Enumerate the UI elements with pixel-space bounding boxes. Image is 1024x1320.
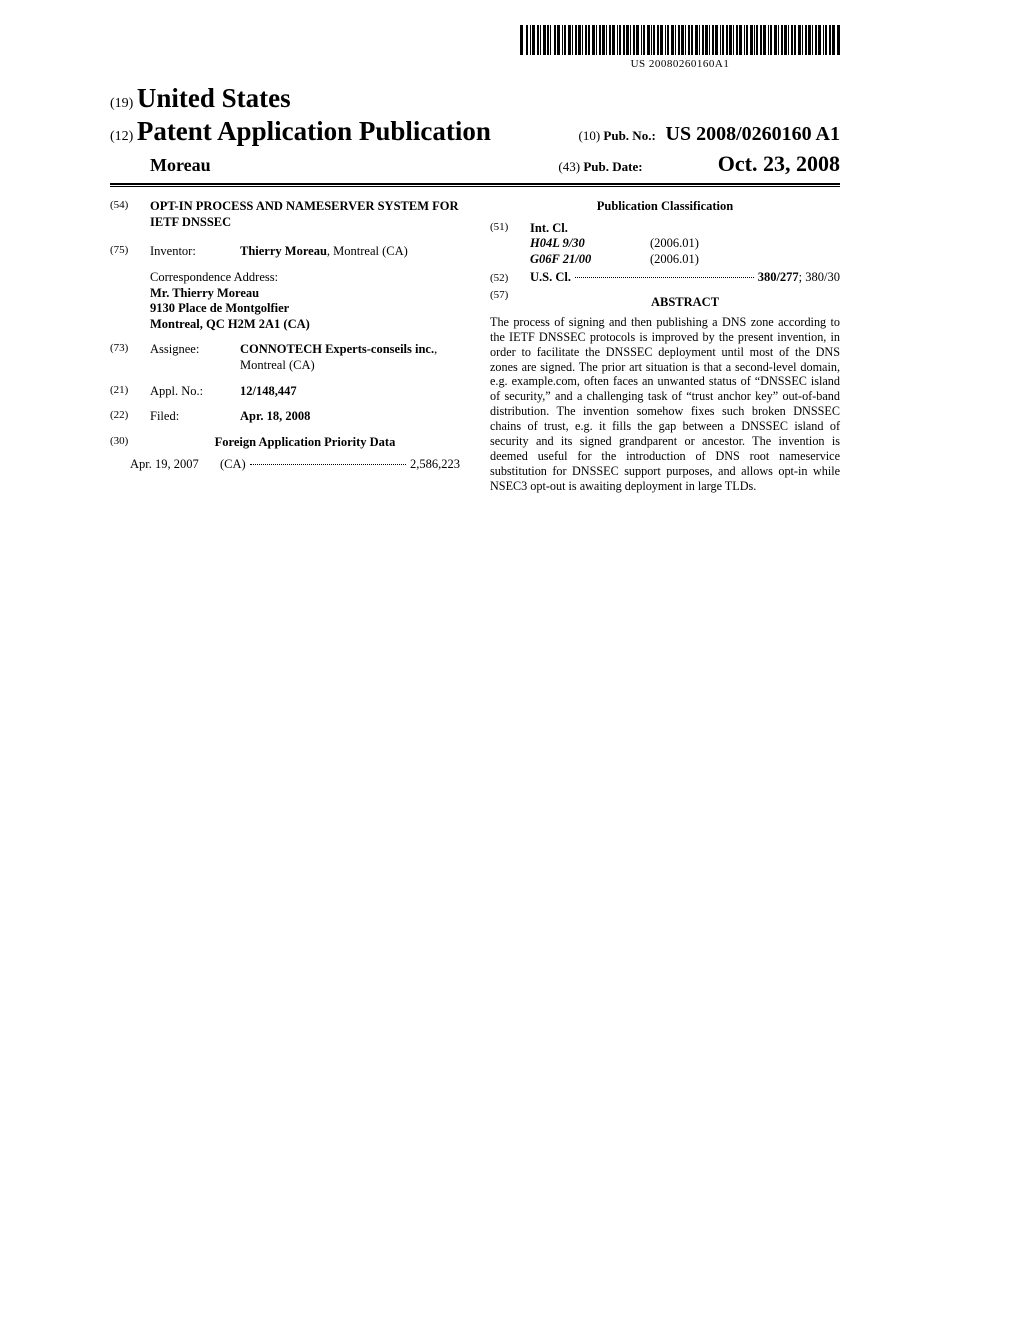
pub-date-label: Pub. Date: <box>583 159 642 174</box>
code-51: (51) <box>490 221 530 268</box>
inventor-field: (75) Inventor: Thierry Moreau, Montreal … <box>110 244 460 260</box>
abstract-heading-row: (57) ABSTRACT <box>490 289 840 315</box>
corr-label: Correspondence Address: <box>150 270 460 286</box>
int-cl-2: G06F 21/00 <box>530 252 650 268</box>
pub-no-line: (10) Pub. No.: US 2008/0260160 A1 <box>578 123 840 146</box>
pub-class-heading: Publication Classification <box>490 199 840 215</box>
corr-street: 9130 Place de Montgolfier <box>150 301 289 315</box>
filed-field: (22) Filed: Apr. 18, 2008 <box>110 409 460 425</box>
filed-label: Filed: <box>150 409 240 425</box>
int-cl-1-ver: (2006.01) <box>650 236 699 252</box>
barcode-icon <box>520 25 840 55</box>
assignee-value: CONNOTECH Experts-conseils inc., Montrea… <box>240 342 460 373</box>
pub-no-label: Pub. No.: <box>603 128 655 143</box>
header-country-line: (19) United States <box>110 83 840 114</box>
foreign-heading: Foreign Application Priority Data <box>215 435 396 449</box>
title-field: (54) OPT-IN PROCESS AND NAMESERVER SYSTE… <box>110 199 460 230</box>
pub-no: US 2008/0260160 A1 <box>666 123 840 145</box>
code-75: (75) <box>110 244 150 260</box>
int-cl-row-1: H04L 9/30 (2006.01) <box>530 236 840 252</box>
foreign-country: (CA) <box>220 457 246 473</box>
us-cl-main: 380/277 <box>758 270 799 286</box>
header: (19) United States (12) Patent Applicati… <box>110 83 840 187</box>
assignee-name: CONNOTECH Experts-conseils inc. <box>240 342 434 356</box>
corr-city: Montreal, QC H2M 2A1 (CA) <box>150 317 310 331</box>
author-line: Moreau <box>150 155 211 176</box>
code-30: (30) <box>110 435 150 451</box>
int-cl-2-ver: (2006.01) <box>650 252 699 268</box>
code-21: (21) <box>110 384 150 400</box>
inventor-loc: , Montreal (CA) <box>327 244 408 258</box>
filed-date: Apr. 18, 2008 <box>240 409 310 423</box>
doc-type: Patent Application Publication <box>137 116 491 146</box>
code-57: (57) <box>490 289 530 315</box>
invention-title: OPT-IN PROCESS AND NAMESERVER SYSTEM FOR… <box>150 199 460 230</box>
inventor-name: Thierry Moreau <box>240 244 327 258</box>
abstract-label: ABSTRACT <box>530 295 840 311</box>
code-10: (10) <box>578 128 600 143</box>
int-cl-block: (51) Int. Cl. H04L 9/30 (2006.01) G06F 2… <box>490 221 840 268</box>
doc-type-line: (12) Patent Application Publication <box>110 116 491 147</box>
int-cl-1: H04L 9/30 <box>530 236 650 252</box>
appl-no-field: (21) Appl. No.: 12/148,447 <box>110 384 460 400</box>
inventor-label: Inventor: <box>150 244 240 260</box>
dotted-leader-2 <box>575 277 754 278</box>
assignee-field: (73) Assignee: CONNOTECH Experts-conseil… <box>110 342 460 373</box>
code-73: (73) <box>110 342 150 373</box>
appl-no-label: Appl. No.: <box>150 384 240 400</box>
right-column: Publication Classification (51) Int. Cl.… <box>490 199 840 493</box>
corr-name: Mr. Thierry Moreau <box>150 286 259 300</box>
rule-thin <box>110 186 840 187</box>
patent-page: US 20080260160A1 (19) United States (12)… <box>110 25 840 493</box>
inventor-value: Thierry Moreau, Montreal (CA) <box>240 244 460 260</box>
body-columns: (54) OPT-IN PROCESS AND NAMESERVER SYSTE… <box>110 199 840 493</box>
code-43: (43) <box>558 159 580 174</box>
abstract-text: The process of signing and then publishi… <box>490 315 840 494</box>
code-54: (54) <box>110 199 150 230</box>
country: United States <box>137 83 291 113</box>
foreign-num: 2,586,223 <box>410 457 460 473</box>
int-cl-row-2: G06F 21/00 (2006.01) <box>530 252 840 268</box>
assignee-label: Assignee: <box>150 342 240 373</box>
foreign-data-row: Apr. 19, 2007 (CA) 2,586,223 <box>130 457 460 473</box>
correspondence-address: Correspondence Address: Mr. Thierry More… <box>150 270 460 333</box>
code-22: (22) <box>110 409 150 425</box>
us-cl-row: (52) U.S. Cl. 380/277; 380/30 <box>490 270 840 286</box>
code-19: (19) <box>110 96 133 111</box>
foreign-date: Apr. 19, 2007 <box>130 457 220 473</box>
barcode-block: US 20080260160A1 <box>520 25 840 70</box>
left-column: (54) OPT-IN PROCESS AND NAMESERVER SYSTE… <box>110 199 460 493</box>
pub-date: Oct. 23, 2008 <box>718 151 840 176</box>
us-cl-sub: ; 380/30 <box>799 270 840 286</box>
foreign-heading-field: (30) Foreign Application Priority Data <box>110 435 460 451</box>
int-cl-content: Int. Cl. H04L 9/30 (2006.01) G06F 21/00 … <box>530 221 840 268</box>
rule-thick <box>110 183 840 185</box>
us-cl-label: U.S. Cl. <box>530 270 571 286</box>
appl-no: 12/148,447 <box>240 384 297 398</box>
header-row-3: Moreau (43) Pub. Date: Oct. 23, 2008 <box>110 147 840 177</box>
header-row-2: (12) Patent Application Publication (10)… <box>110 114 840 147</box>
code-52: (52) <box>490 272 530 286</box>
barcode-text: US 20080260160A1 <box>520 58 840 70</box>
int-cl-label: Int. Cl. <box>530 221 568 235</box>
dotted-leader <box>250 464 406 465</box>
pub-date-line: (43) Pub. Date: Oct. 23, 2008 <box>558 151 840 177</box>
code-12: (12) <box>110 129 133 144</box>
